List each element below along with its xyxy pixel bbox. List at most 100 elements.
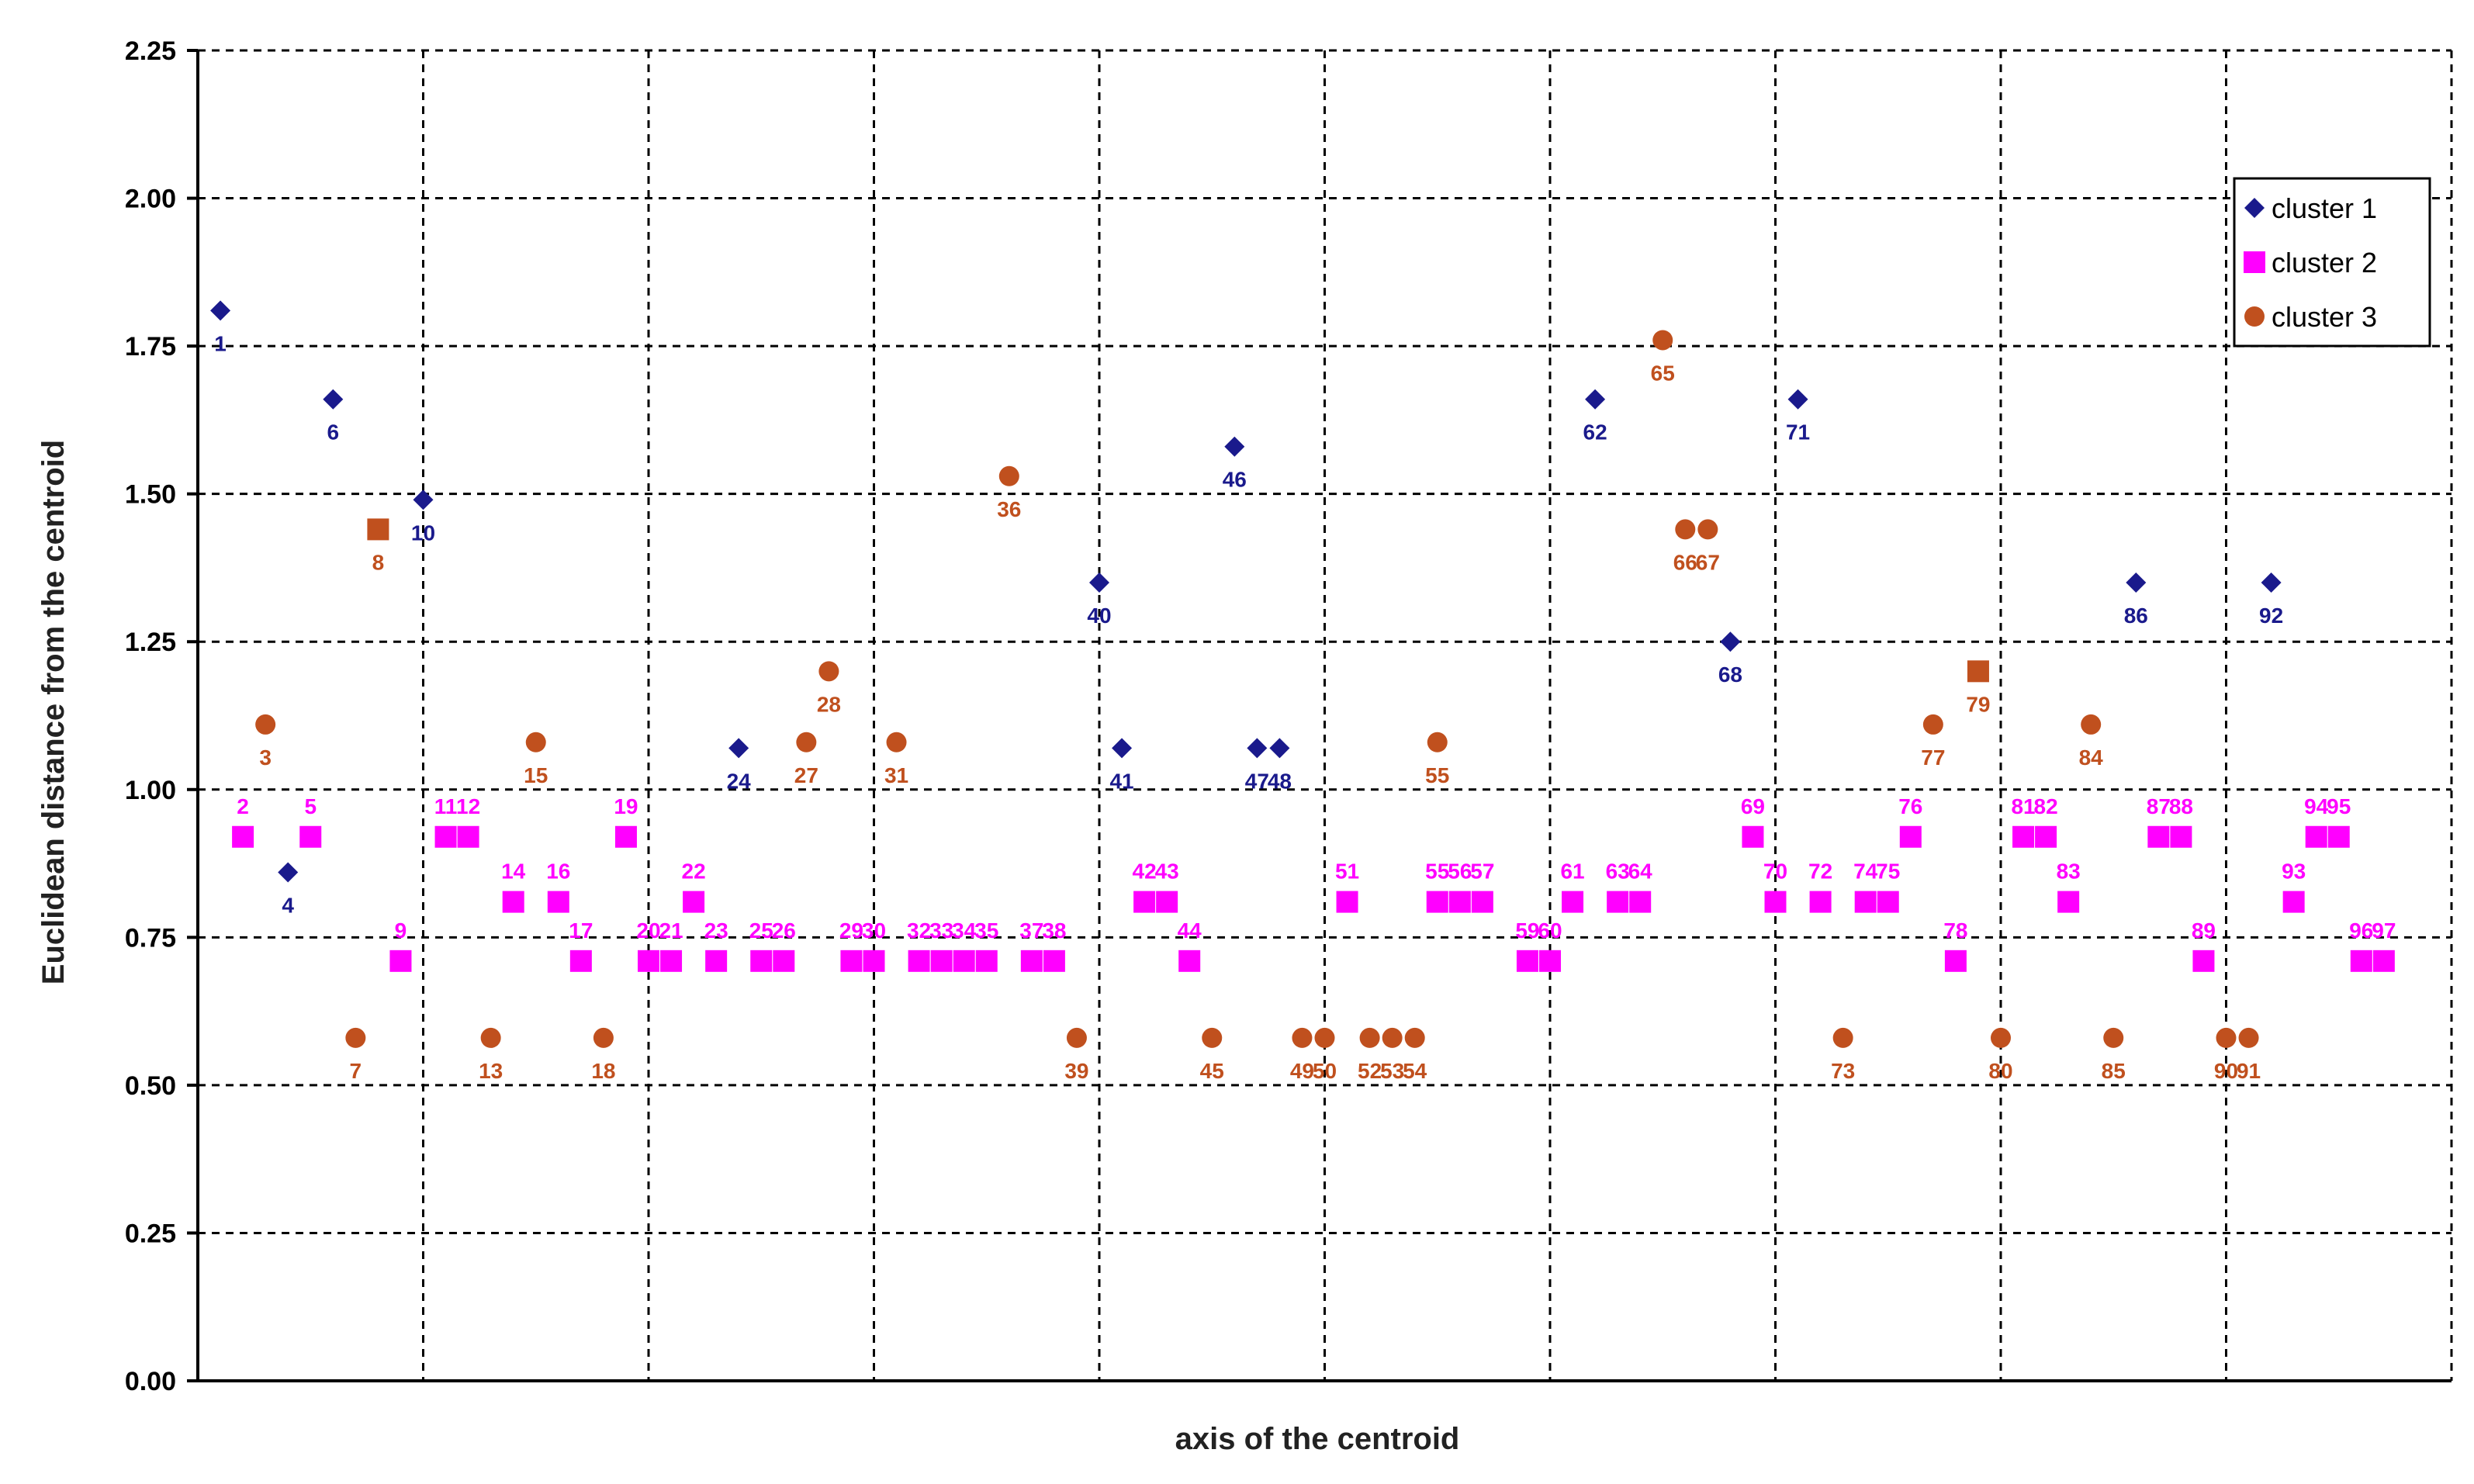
point-label: 70 (1763, 860, 1787, 884)
point-label: 32 (907, 918, 931, 943)
data-point-2-69 (1742, 825, 1764, 848)
point-label: 26 (772, 918, 796, 943)
point-label: 27 (794, 763, 818, 787)
data-point-2-11 (434, 825, 457, 848)
data-point-2-35 (975, 950, 998, 972)
data-point-3-54 (1404, 1027, 1425, 1048)
point-label: 23 (704, 918, 728, 943)
data-point-2-78 (1944, 950, 1967, 972)
y-tick-label: 0.00 (125, 1367, 176, 1396)
point-label: 68 (1718, 662, 1742, 687)
axes (187, 49, 2452, 1382)
point-label: 82 (2034, 794, 2058, 818)
point-label: 78 (1943, 918, 1967, 943)
legend-entry: cluster 3 (2272, 301, 2377, 333)
data-point-2-5 (299, 825, 322, 848)
point-label: 34 (952, 918, 977, 943)
point-label: 1 (214, 331, 227, 355)
point-label: 72 (1808, 860, 1832, 884)
data-point-3-8 (367, 518, 389, 541)
y-tick-label: 1.75 (125, 332, 176, 361)
data-point-2-25 (750, 950, 773, 972)
point-label: 44 (1178, 918, 1202, 943)
data-point-1-86 (2126, 572, 2147, 593)
point-label: 15 (524, 763, 548, 787)
point-label: 73 (1831, 1059, 1855, 1083)
data-point-2-38 (1043, 950, 1065, 972)
data-point-2-2 (232, 825, 254, 848)
data-point-2-9 (389, 950, 412, 972)
data-point-1-71 (1787, 389, 1808, 410)
point-label: 96 (2349, 918, 2373, 943)
data-point-1-1 (210, 300, 231, 321)
data-point-2-97 (2372, 950, 2395, 972)
point-label: 52 (1358, 1059, 1382, 1083)
data-point-2-16 (547, 891, 569, 913)
data-point-3-39 (1066, 1027, 1087, 1048)
y-tick-label: 1.25 (125, 628, 176, 657)
data-point-3-50 (1314, 1027, 1335, 1048)
data-point-1-48 (1269, 738, 1290, 759)
data-point-1-10 (413, 489, 434, 510)
data-point-1-41 (1112, 738, 1133, 759)
y-tick-label: 0.75 (125, 923, 176, 953)
data-point-3-65 (1652, 330, 1673, 351)
point-label: 94 (2304, 794, 2329, 818)
point-label: 79 (1966, 692, 1990, 716)
legend-box (2233, 177, 2431, 348)
data-point-2-44 (1178, 950, 1201, 972)
point-label: 69 (1741, 794, 1765, 818)
data-point-1-40 (1089, 572, 1109, 593)
point-label: 28 (817, 692, 841, 716)
point-label: 41 (1109, 769, 1133, 793)
data-point-2-63 (1607, 891, 1629, 913)
point-label: 54 (1403, 1059, 1427, 1083)
data-point-2-23 (705, 950, 728, 972)
data-point-2-42 (1133, 891, 1156, 913)
point-label: 4 (282, 893, 294, 917)
data-point-2-89 (2192, 950, 2215, 972)
point-label: 46 (1223, 468, 1247, 492)
point-label: 60 (1538, 918, 1562, 943)
y-tick-label: 2.25 (125, 36, 176, 66)
data-point-2-82 (2035, 825, 2057, 848)
data-point-1-62 (1585, 389, 1606, 410)
data-point-3-77 (1922, 714, 1943, 735)
data-point-3-55 (1427, 732, 1448, 752)
data-point-2-76 (1899, 825, 1922, 848)
data-point-2-88 (2170, 825, 2192, 848)
data-point-2-83 (2057, 891, 2080, 913)
gridlines (198, 49, 2453, 1381)
point-label: 74 (1853, 860, 1878, 884)
point-label: 84 (2079, 745, 2104, 770)
point-label: 66 (1673, 550, 1697, 574)
point-label: 9 (395, 918, 407, 943)
point-label: 21 (659, 918, 683, 943)
point-label: 37 (1019, 918, 1043, 943)
point-label: 71 (1786, 420, 1810, 445)
point-label: 14 (501, 860, 526, 884)
point-label: 85 (2102, 1059, 2126, 1083)
point-label: 13 (479, 1059, 503, 1083)
data-point-1-47 (1247, 738, 1268, 759)
data-point-2-14 (502, 891, 524, 913)
data-point-1-92 (2261, 572, 2282, 593)
legend-swatch (2244, 306, 2265, 327)
data-point-2-12 (457, 825, 479, 848)
point-label: 45 (1200, 1059, 1224, 1083)
data-point-3-91 (2238, 1027, 2259, 1048)
point-label: 24 (727, 769, 752, 793)
point-label: 43 (1155, 860, 1179, 884)
data-point-3-7 (345, 1027, 366, 1048)
data-point-2-51 (1336, 891, 1358, 913)
data-point-2-72 (1809, 891, 1832, 913)
data-point-2-96 (2350, 950, 2372, 972)
point-label: 88 (2169, 794, 2193, 818)
data-point-3-31 (886, 732, 907, 752)
y-tick-label: 1.00 (125, 776, 176, 805)
point-label: 22 (682, 860, 706, 884)
y-tick-label: 0.25 (125, 1219, 176, 1248)
point-label: 33 (929, 918, 953, 943)
data-point-3-79 (1967, 660, 1989, 683)
